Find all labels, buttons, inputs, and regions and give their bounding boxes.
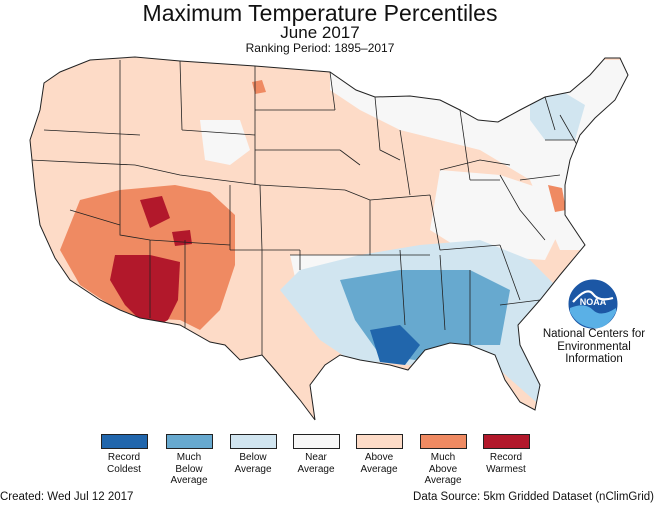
legend-label: Below Average	[234, 452, 272, 475]
noaa-logo-icon: NOAA	[567, 278, 619, 330]
created-date: Created: Wed Jul 12 2017	[0, 491, 134, 503]
ranking-period: Ranking Period: 1895–2017	[245, 41, 395, 55]
region-record-coldest-louisiana	[370, 325, 420, 365]
legend-label: Above Average	[360, 452, 398, 475]
region-much-above-average-nj	[548, 185, 566, 212]
legend-label: Much Above Average	[424, 452, 462, 486]
state-boundaries	[30, 60, 581, 355]
legend-swatch	[419, 434, 467, 449]
data-source: Data Source: 5km Gridded Dataset (nClimG…	[413, 491, 654, 503]
legend: Record Coldest Much Below Average Below …	[0, 434, 656, 494]
region-near-average-wyoming	[200, 120, 250, 165]
us-percentile-map	[29, 56, 629, 421]
region-record-warmest-utah	[140, 196, 170, 228]
legend-label: Much Below Average	[170, 452, 208, 486]
legend-swatch	[100, 434, 148, 449]
legend-swatch	[355, 434, 403, 449]
map-title: Maximum Temperature Percentiles	[142, 0, 498, 26]
region-record-warmest-arizona	[110, 255, 180, 330]
region-much-above-average-montana	[252, 80, 266, 94]
noaa-logo-text: NOAA	[580, 297, 607, 307]
map-subtitle: June 2017	[280, 23, 360, 42]
legend-item-above-average: Above Average	[347, 434, 411, 475]
legend-item-near-average: Near Average	[284, 434, 348, 475]
legend-swatch	[165, 434, 213, 449]
region-record-warmest-colorado	[172, 230, 192, 246]
legend-swatch	[229, 434, 277, 449]
region-near-average-appalachia	[430, 170, 560, 260]
legend-item-record-coldest: Record Coldest	[92, 434, 156, 475]
legend-swatch	[482, 434, 530, 449]
legend-label: Record Coldest	[107, 452, 141, 475]
agency-name: National Centers for Environmental Infor…	[542, 328, 646, 365]
percentile-fill-layer	[30, 57, 628, 420]
legend-swatch	[292, 434, 340, 449]
legend-label: Record Warmest	[486, 452, 526, 475]
legend-item-record-warmest: Record Warmest	[474, 434, 538, 475]
legend-item-much-below-average: Much Below Average	[157, 434, 221, 487]
legend-label: Near Average	[297, 452, 335, 475]
legend-item-much-above-average: Much Above Average	[411, 434, 475, 487]
region-below-average-newengland	[530, 90, 585, 140]
legend-item-below-average: Below Average	[221, 434, 285, 475]
